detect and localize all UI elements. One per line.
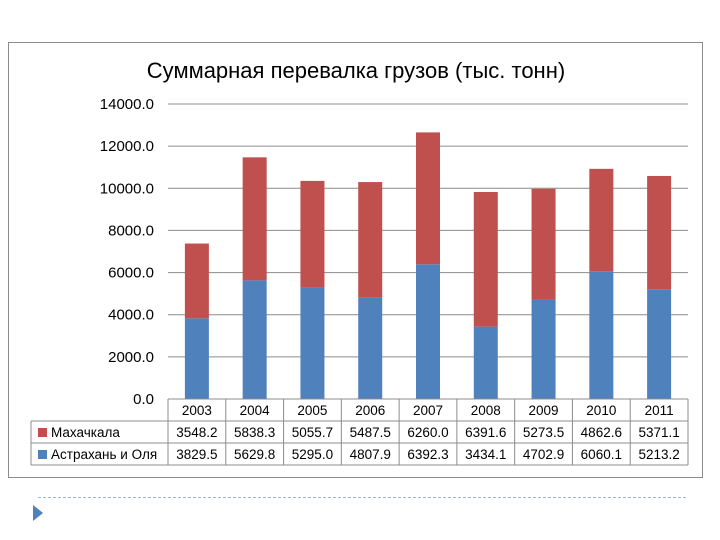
table-value: 4862.6 (581, 425, 622, 440)
legend-key-makhachkala (38, 428, 47, 437)
table-value: 5295.0 (292, 447, 333, 462)
x-category-label: 2005 (297, 403, 327, 418)
y-tick-label: 12000.0 (100, 138, 154, 155)
bar-makhachkala (531, 188, 556, 300)
table-value: 6060.1 (581, 447, 622, 462)
table-value: 3548.2 (176, 425, 217, 440)
x-category-label: 2003 (182, 403, 212, 418)
table-value: 3829.5 (176, 447, 217, 462)
table-value: 6392.3 (407, 447, 448, 462)
bar-astrakhan (473, 326, 498, 399)
chart-frame: Суммарная перевалка грузов (тыс. тонн) 0.… (8, 42, 703, 478)
table-value: 4807.9 (350, 447, 391, 462)
bar-makhachkala (242, 157, 267, 281)
x-category-label: 2009 (529, 403, 559, 418)
bar-astrakhan (358, 297, 383, 399)
slide-divider (38, 497, 686, 498)
y-tick-label: 2000.0 (108, 349, 154, 366)
bar-makhachkala (416, 132, 440, 265)
legend-label: Махачкала (51, 425, 120, 440)
table-value: 5629.8 (234, 447, 275, 462)
bar-makhachkala (358, 182, 383, 298)
bar-makhachkala (300, 180, 325, 288)
y-tick-label: 8000.0 (108, 222, 154, 239)
bar-astrakhan (531, 299, 556, 399)
bar-makhachkala (647, 175, 672, 290)
table-value: 6260.0 (407, 425, 448, 440)
y-tick-label: 14000.0 (100, 96, 154, 113)
chart-title: Суммарная перевалка грузов (тыс. тонн) (147, 58, 565, 83)
table-value: 5213.2 (638, 447, 679, 462)
table-value: 4702.9 (523, 447, 564, 462)
y-tick-label: 0.0 (133, 391, 154, 408)
bar-astrakhan (647, 289, 672, 399)
stacked-bar-chart: Суммарная перевалка грузов (тыс. тонн) 0.… (30, 58, 689, 466)
bar-astrakhan (300, 287, 325, 399)
table-value: 3434.1 (465, 447, 506, 462)
bar-makhachkala (184, 243, 209, 319)
table-value: 5371.1 (638, 425, 679, 440)
bar-makhachkala (473, 191, 498, 327)
legend-key-astrakhan (38, 450, 47, 459)
y-tick-label: 10000.0 (100, 180, 154, 197)
x-category-label: 2006 (355, 403, 385, 418)
x-category-label: 2004 (240, 403, 271, 418)
legend-label: Астрахань и Оля (51, 447, 157, 462)
x-category-label: 2008 (471, 403, 501, 418)
table-value: 5273.5 (523, 425, 564, 440)
table-value: 6391.6 (465, 425, 506, 440)
bar-astrakhan (416, 264, 440, 399)
bar-astrakhan (589, 271, 614, 399)
bar-makhachkala (589, 168, 614, 272)
x-category-label: 2011 (645, 403, 674, 418)
x-category-label: 2010 (586, 403, 616, 418)
table-value: 5055.7 (292, 425, 333, 440)
y-tick-label: 4000.0 (108, 307, 154, 324)
y-tick-label: 6000.0 (108, 265, 154, 282)
bullet-arrow-icon (33, 505, 43, 521)
bar-astrakhan (242, 280, 267, 399)
bar-astrakhan (184, 318, 209, 399)
table-value: 5838.3 (234, 425, 275, 440)
table-value: 5487.5 (350, 425, 391, 440)
x-category-label: 2007 (413, 403, 443, 418)
